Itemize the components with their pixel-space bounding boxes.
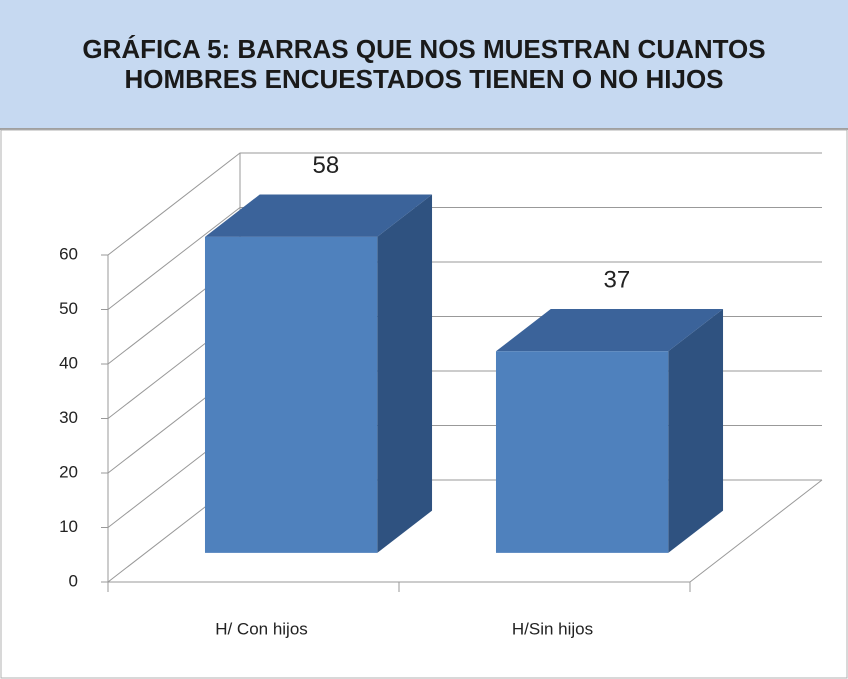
- floor-edge: [689, 479, 823, 583]
- y-tick-label: 40: [59, 353, 78, 372]
- bar: [495, 351, 669, 553]
- y-tick-label: 20: [59, 462, 78, 481]
- value-label: 58: [313, 152, 340, 179]
- title-band: GRÁFICA 5: BARRAS QUE NOS MUESTRAN CUANT…: [0, 0, 848, 130]
- bar-side: [668, 308, 724, 553]
- bar-side: [377, 194, 433, 553]
- y-tick-label: 60: [59, 244, 78, 263]
- grid-line: [107, 207, 822, 310]
- x-tick-label: H/Sin hijos: [512, 619, 593, 638]
- chart-title: GRÁFICA 5: BARRAS QUE NOS MUESTRAN CUANT…: [82, 34, 766, 94]
- x-tick-label: H/ Con hijos: [215, 619, 308, 638]
- bar-top: [495, 308, 724, 352]
- value-label: 37: [604, 266, 631, 293]
- grid-line: [107, 152, 822, 256]
- bar: [204, 236, 378, 553]
- y-tick-label: 30: [59, 408, 78, 427]
- y-tick-label: 0: [69, 571, 78, 590]
- y-tick-label: 10: [59, 517, 78, 536]
- y-tick-label: 50: [59, 299, 78, 318]
- chart-border: [0, 129, 848, 679]
- bar-top: [204, 194, 433, 237]
